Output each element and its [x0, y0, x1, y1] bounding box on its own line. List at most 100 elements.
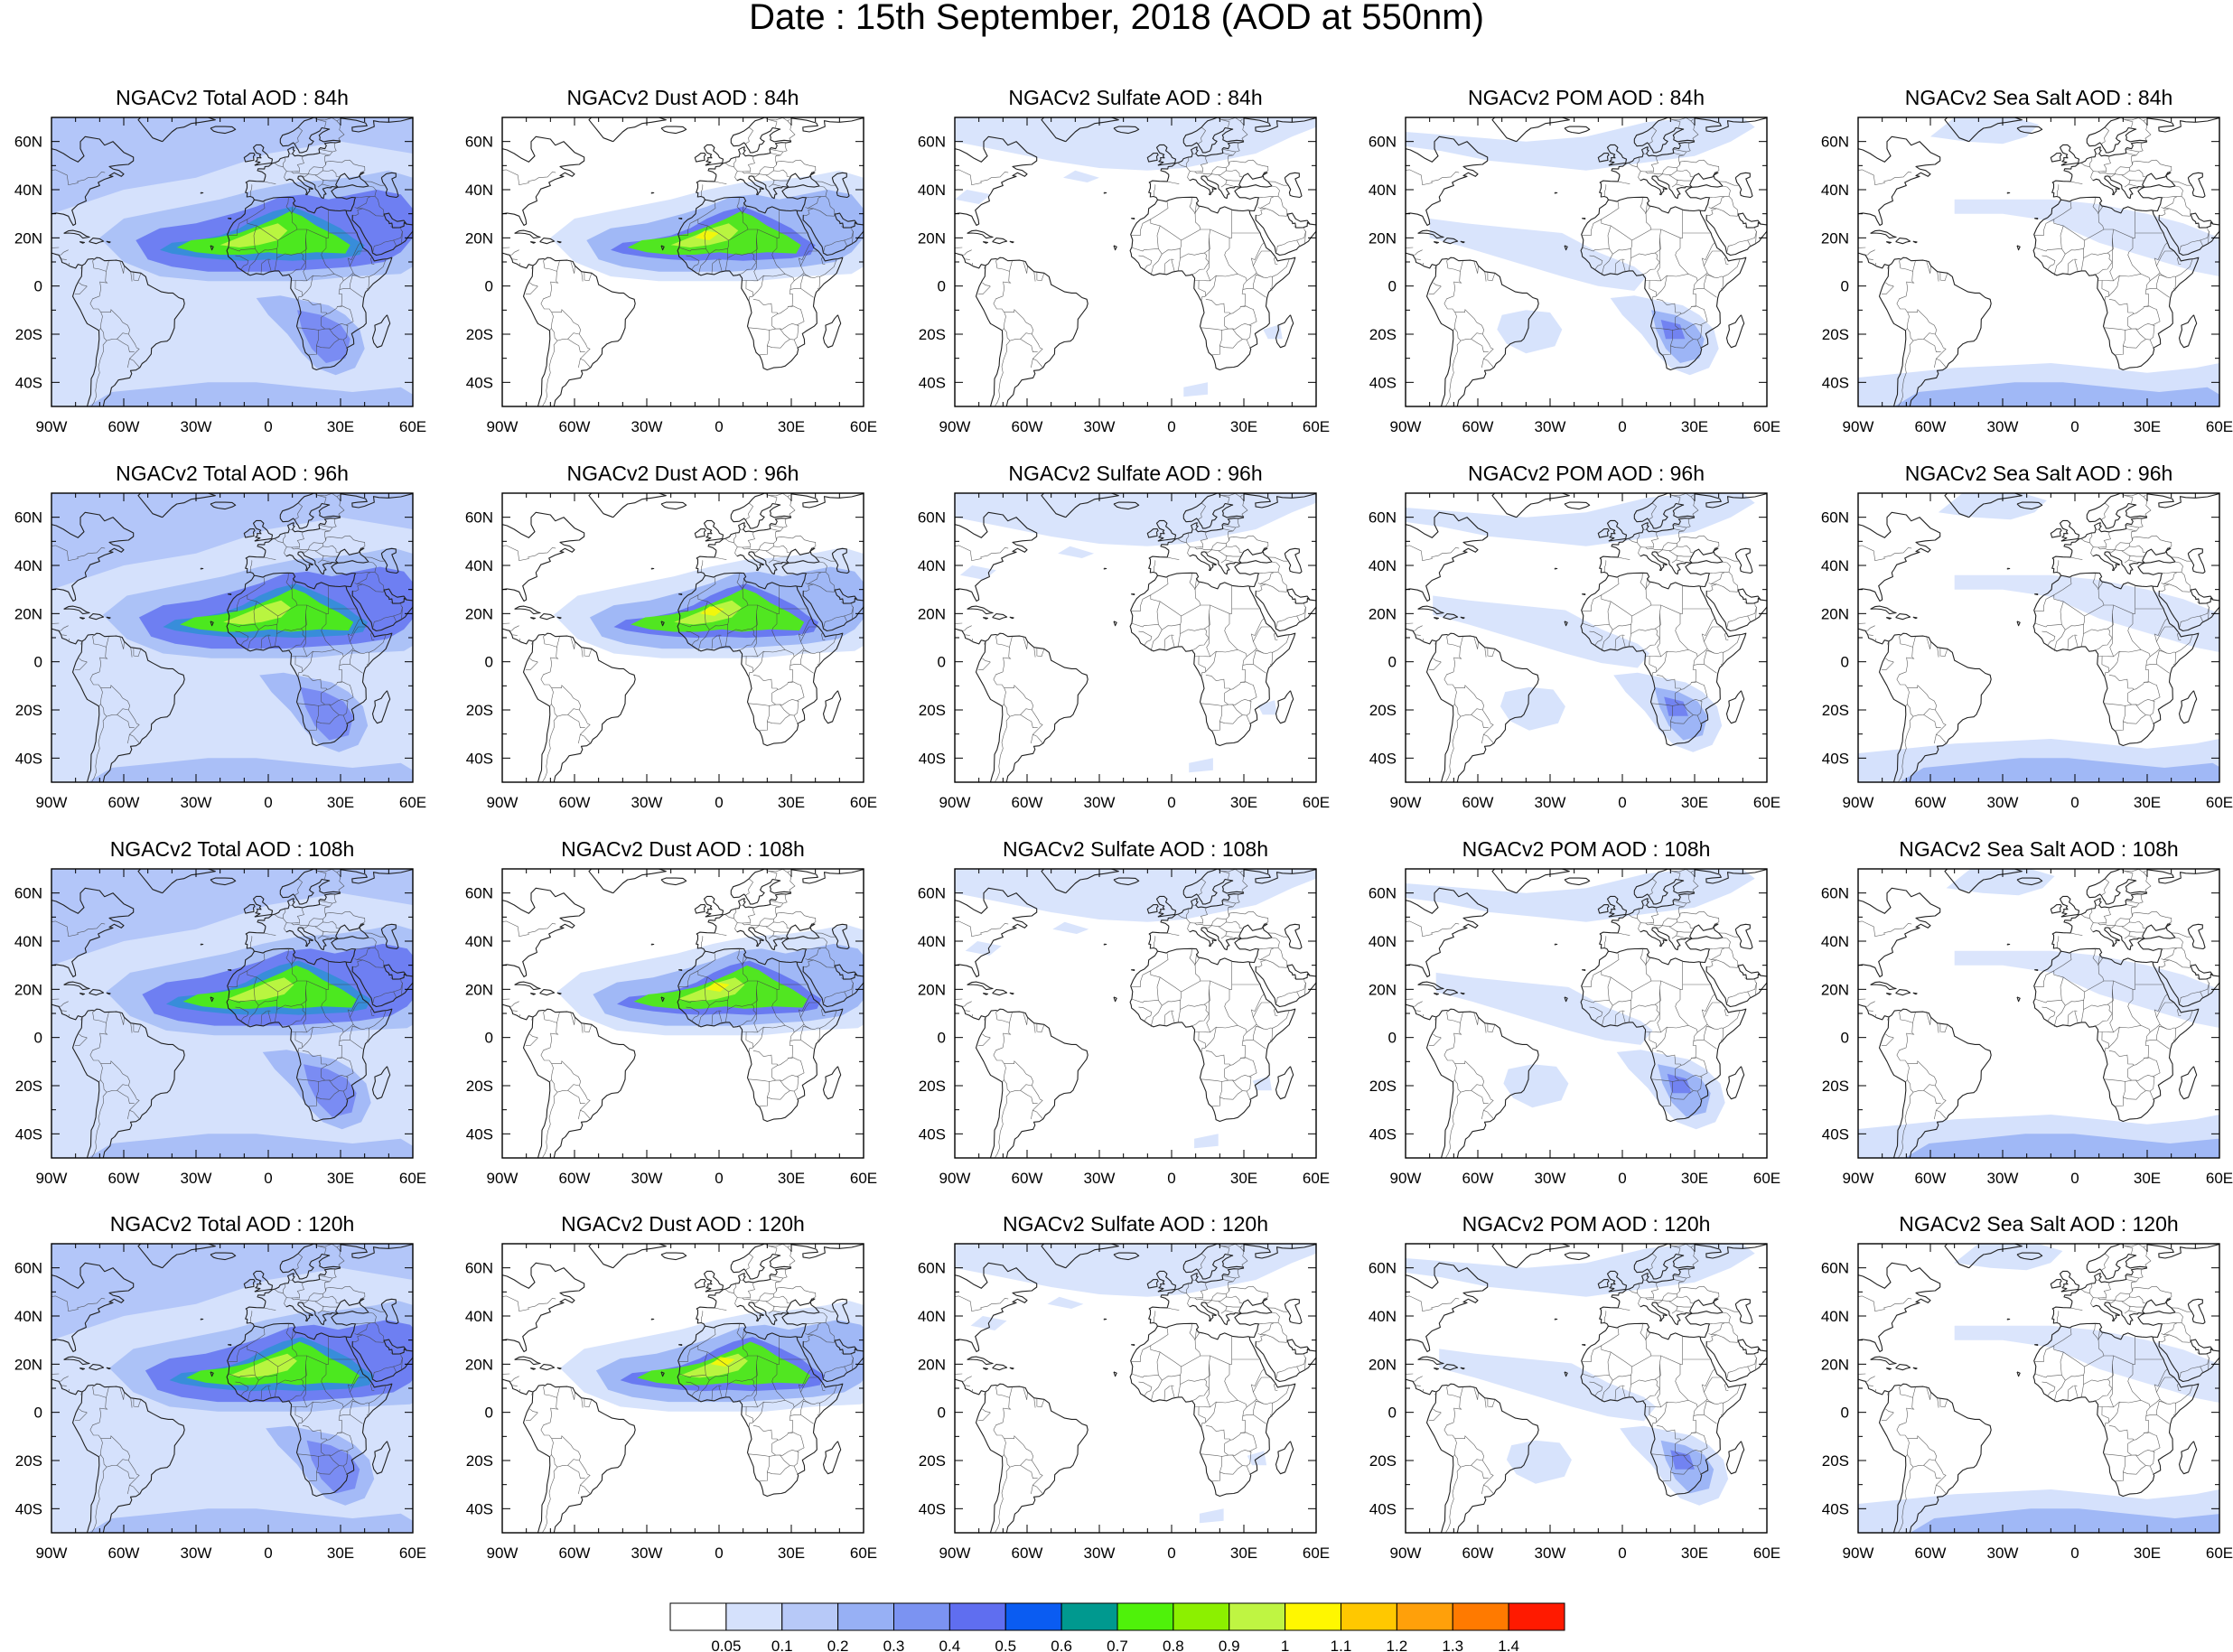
- x-tick-label: 30E: [1230, 418, 1257, 435]
- seasalt-belt: [88, 758, 413, 782]
- dust-peak: [229, 1353, 297, 1378]
- seasalt-belt: [88, 1134, 413, 1158]
- y-tick-label: 0: [938, 1405, 946, 1422]
- aod-field: [1406, 1244, 1755, 1506]
- map-panel: NGACv2 Sulfate AOD : 84h 90W 60W 30W 0 30E 60E…: [918, 86, 1330, 435]
- y-tick-label: 20N: [918, 1356, 946, 1373]
- y-tick-label: 20N: [1369, 1356, 1397, 1373]
- y-tick-label: 60N: [14, 509, 42, 527]
- y-tick-label: 40S: [1822, 1125, 1849, 1143]
- x-tick-label: 60E: [850, 1170, 877, 1187]
- x-tick-label: 30W: [1987, 1545, 2019, 1562]
- axes: 90W 60W 30W 0 30E 60E 60N 40N 20N 0 20S 40S: [1821, 868, 2233, 1187]
- seasalt-north: [1930, 117, 2039, 145]
- panel-title: NGACv2 Dust AOD : 108h: [561, 837, 805, 861]
- y-tick-label: 60N: [918, 509, 946, 527]
- colorbar-label: 0.3: [883, 1638, 905, 1652]
- sulfate-patch: [1252, 1076, 1272, 1091]
- y-tick-label: 40S: [15, 374, 42, 391]
- sulfate-patch: [1063, 170, 1099, 182]
- y-tick-label: 20S: [919, 326, 946, 343]
- panel-title: NGACv2 Total AOD : 84h: [116, 86, 349, 109]
- x-tick-label: 60E: [1303, 794, 1330, 811]
- y-tick-label: 40N: [918, 557, 946, 574]
- map-panel: NGACv2 Dust AOD : 84h 90W 60W 30W 0 30E 60E 60N…: [465, 86, 877, 435]
- coastlines: [502, 1244, 864, 1533]
- sulfate-patch: [959, 565, 996, 580]
- x-tick-label: 0: [1618, 794, 1626, 811]
- borders: [1406, 1244, 1757, 1533]
- y-tick-label: 40S: [1822, 750, 1849, 767]
- pom-tropics: [1433, 595, 1650, 668]
- y-tick-label: 20S: [466, 326, 493, 343]
- axes: 90W 60W 30W 0 30E 60E 60N 40N 20N 0 20S 40S: [14, 492, 426, 811]
- y-tick-label: 40S: [1822, 1500, 1849, 1517]
- axes: 90W 60W 30W 0 30E 60E 60N 40N 20N 0 20S 40S: [1821, 492, 2233, 811]
- panel-title: NGACv2 Sulfate AOD : 120h: [1003, 1212, 1268, 1236]
- y-tick-label: 20N: [14, 229, 42, 247]
- borders: [1858, 869, 2210, 1158]
- x-tick-label: 30W: [1535, 794, 1566, 811]
- sulfate-north: [955, 1244, 1316, 1297]
- x-tick-label: 90W: [1843, 794, 1874, 811]
- x-tick-label: 60E: [1303, 418, 1330, 435]
- borders: [955, 869, 1306, 1158]
- y-tick-label: 20N: [465, 981, 493, 998]
- map-panel: NGACv2 POM AOD : 84h 90W 60W 30W 0 30E 60E 60N 4…: [1369, 86, 1780, 435]
- y-tick-label: 0: [34, 654, 42, 671]
- borders: [502, 869, 854, 1158]
- x-tick-label: 30W: [1084, 418, 1116, 435]
- x-tick-label: 60W: [1462, 1170, 1494, 1187]
- y-tick-label: 20S: [1369, 702, 1397, 719]
- map-panel: NGACv2 POM AOD : 96h 90W 60W 30W 0 30E 60E 60N 4…: [1369, 462, 1780, 811]
- axes: 90W 60W 30W 0 30E 60E 60N 40N 20N 0 20S 40S: [1821, 1243, 2233, 1562]
- y-tick-label: 20S: [1822, 326, 1849, 343]
- x-tick-label: 90W: [1390, 1545, 1422, 1562]
- axes: 90W 60W 30W 0 30E 60E 60N 40N 20N 0 20S 40S: [1369, 1243, 1780, 1562]
- y-tick-label: 40S: [1822, 374, 1849, 391]
- y-tick-label: 0: [938, 654, 946, 671]
- x-tick-label: 60E: [399, 1545, 426, 1562]
- borders: [1858, 117, 2210, 406]
- axes: 90W 60W 30W 0 30E 60E 60N 40N 20N 0 20S 40S: [918, 492, 1330, 811]
- seasalt-tropics: [1954, 199, 2219, 276]
- x-tick-label: 60W: [1462, 794, 1494, 811]
- y-tick-label: 0: [485, 1405, 493, 1422]
- colorbar-swatch: [1396, 1602, 1453, 1631]
- y-tick-label: 60N: [1369, 885, 1397, 902]
- y-tick-label: 20S: [466, 1452, 493, 1470]
- pom-tropics: [1429, 219, 1647, 291]
- aod-field: [955, 869, 1316, 1149]
- x-tick-label: 30W: [631, 1170, 663, 1187]
- y-tick-label: 0: [1841, 278, 1849, 295]
- panel-grid: NGACv2 Total AOD : 84h 90W 60W 30W 0 30E 60E 60…: [14, 86, 2233, 1562]
- axes: 90W 60W 30W 0 30E 60E 60N 40N 20N 0 20S 40S: [14, 868, 426, 1187]
- dust-max: [695, 230, 719, 240]
- colorbar-swatch: [837, 1602, 894, 1631]
- map-panel: NGACv2 POM AOD : 120h 90W 60W 30W 0 30E 60E 60N…: [1369, 1212, 1780, 1562]
- pom-north: [1406, 1244, 1755, 1297]
- y-tick-label: 20N: [918, 981, 946, 998]
- y-tick-label: 40S: [15, 1125, 42, 1143]
- y-tick-label: 40N: [1821, 182, 1849, 199]
- y-tick-label: 0: [1388, 1030, 1397, 1047]
- y-tick-label: 40N: [14, 1308, 42, 1325]
- x-tick-label: 90W: [487, 1545, 519, 1562]
- x-tick-label: 30E: [1681, 1170, 1708, 1187]
- map-panel: NGACv2 Sulfate AOD : 120h 90W 60W 30W 0 30E 60…: [918, 1212, 1330, 1562]
- map-panel: NGACv2 Dust AOD : 120h 90W 60W 30W 0 30E 60E 60…: [465, 1212, 877, 1562]
- borders: [502, 493, 854, 782]
- x-tick-label: 30E: [2134, 418, 2161, 435]
- seasalt-south-core: [1910, 1508, 2219, 1533]
- x-tick-label: 90W: [939, 794, 971, 811]
- y-tick-label: 20N: [1369, 229, 1397, 247]
- pom-north: [1406, 869, 1755, 922]
- y-tick-label: 0: [34, 278, 42, 295]
- colorbar-label: 1: [1281, 1638, 1289, 1652]
- y-tick-label: 60N: [1369, 1260, 1397, 1277]
- y-tick-label: 20N: [465, 1356, 493, 1373]
- borders: [955, 117, 1306, 406]
- y-tick-label: 20S: [466, 1078, 493, 1095]
- y-tick-label: 0: [34, 1405, 42, 1422]
- x-tick-label: 60W: [1462, 418, 1494, 435]
